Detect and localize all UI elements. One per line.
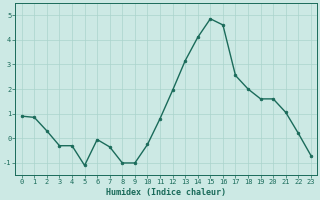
X-axis label: Humidex (Indice chaleur): Humidex (Indice chaleur) bbox=[106, 188, 226, 197]
